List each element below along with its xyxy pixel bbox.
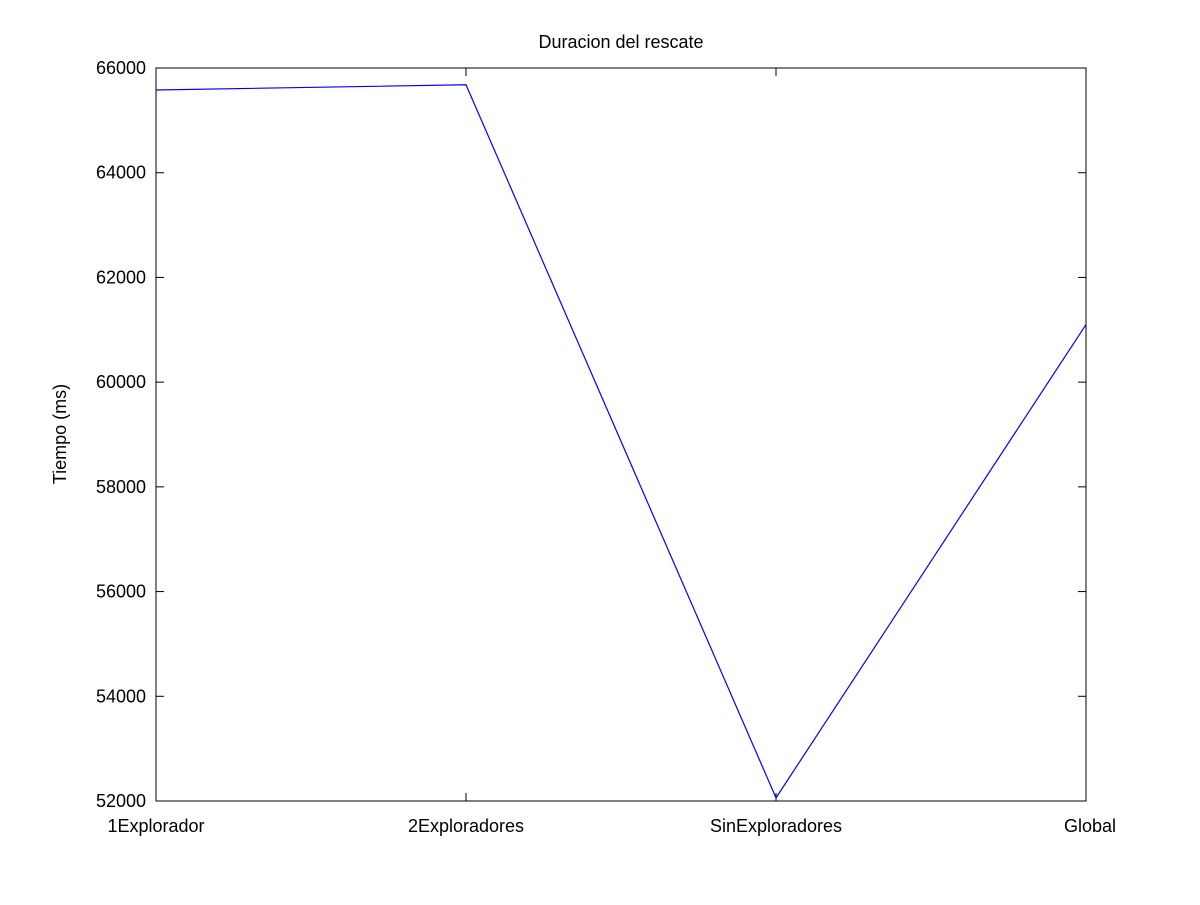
data-point bbox=[155, 89, 157, 91]
y-tick-label: 54000 bbox=[96, 686, 146, 706]
x-tick-label: SinExploradores bbox=[710, 816, 842, 836]
y-tick-label: 62000 bbox=[96, 267, 146, 287]
y-axis-label: Tiempo (ms) bbox=[50, 384, 70, 484]
chart-title: Duracion del rescate bbox=[538, 32, 703, 52]
x-tick-label: 2Exploradores bbox=[408, 816, 524, 836]
y-axis-ticks: 52000 54000 56000 58000 60000 62000 64000 66000 bbox=[96, 58, 1086, 811]
y-tick-label: 66000 bbox=[96, 58, 146, 78]
data-point bbox=[1085, 323, 1087, 326]
series-line bbox=[155, 84, 1087, 800]
data-point bbox=[775, 797, 777, 799]
y-tick-label: 64000 bbox=[96, 163, 146, 183]
plot-area bbox=[155, 67, 1087, 802]
x-tick-label: 1Explorador bbox=[107, 816, 204, 836]
data-point bbox=[465, 84, 467, 86]
x-tick-label: Global bbox=[1064, 816, 1116, 836]
y-tick-label: 58000 bbox=[96, 477, 146, 497]
y-tick-label: 52000 bbox=[96, 791, 146, 811]
y-tick-label: 56000 bbox=[96, 582, 146, 602]
x-axis-ticks: 1Explorador 2Exploradores SinExploradores G… bbox=[107, 68, 1116, 836]
series-group bbox=[155, 84, 1087, 800]
y-tick-label: 60000 bbox=[96, 372, 146, 392]
